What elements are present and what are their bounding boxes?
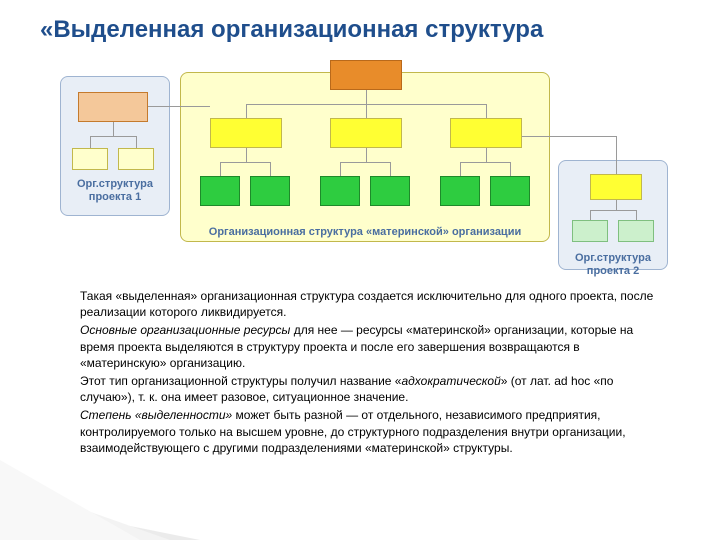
org-node [590,174,642,200]
connector [220,162,221,176]
connector [246,148,247,162]
connector [366,148,367,162]
connector [590,210,636,211]
panel-parent [180,72,550,242]
org-node [490,176,530,206]
connector [460,162,461,176]
paragraph: Степень «выделенности» может быть разной… [80,407,660,456]
connector [270,162,271,176]
connector [616,200,617,210]
org-node [320,176,360,206]
connector [366,104,367,118]
connector [636,210,637,220]
org-node [78,92,148,122]
panel-label-project1: Орг.структура проекта 1 [66,178,164,204]
org-node [72,148,108,170]
decorative-wedge [0,450,200,540]
connector [246,104,247,118]
connector [460,162,510,163]
org-node [250,176,290,206]
connector [590,210,591,220]
paragraph: Такая «выделенная» организационная струк… [80,288,660,320]
connector [486,104,487,118]
paragraph: Основные организационные ресурсы для нее… [80,322,660,371]
org-node [200,176,240,206]
org-node [210,118,282,148]
connector [522,136,616,137]
connector [366,90,367,104]
connector [616,136,617,174]
org-structure-diagram: Орг.структура проекта 1 Организационная с… [60,56,660,276]
connector [390,162,391,176]
connector [486,148,487,162]
connector [340,162,390,163]
org-node [330,118,402,148]
connector [90,136,136,137]
connector [136,136,137,148]
paragraph: Этот тип организационной структуры получ… [80,373,660,405]
org-node [618,220,654,242]
org-node [330,60,402,90]
connector [90,136,91,148]
slide-title: «Выделенная организационная структура [40,16,543,44]
org-node [572,220,608,242]
org-node [370,176,410,206]
org-node [440,176,480,206]
body-text: Такая «выделенная» организационная струк… [80,288,660,458]
panel-label-parent: Организационная структура «материнской» … [188,226,542,239]
connector [113,122,114,136]
panel-label-project2: Орг.структура проекта 2 [564,252,662,278]
org-node [118,148,154,170]
connector [148,106,210,107]
connector [220,162,270,163]
connector [340,162,341,176]
org-node [450,118,522,148]
connector [510,162,511,176]
